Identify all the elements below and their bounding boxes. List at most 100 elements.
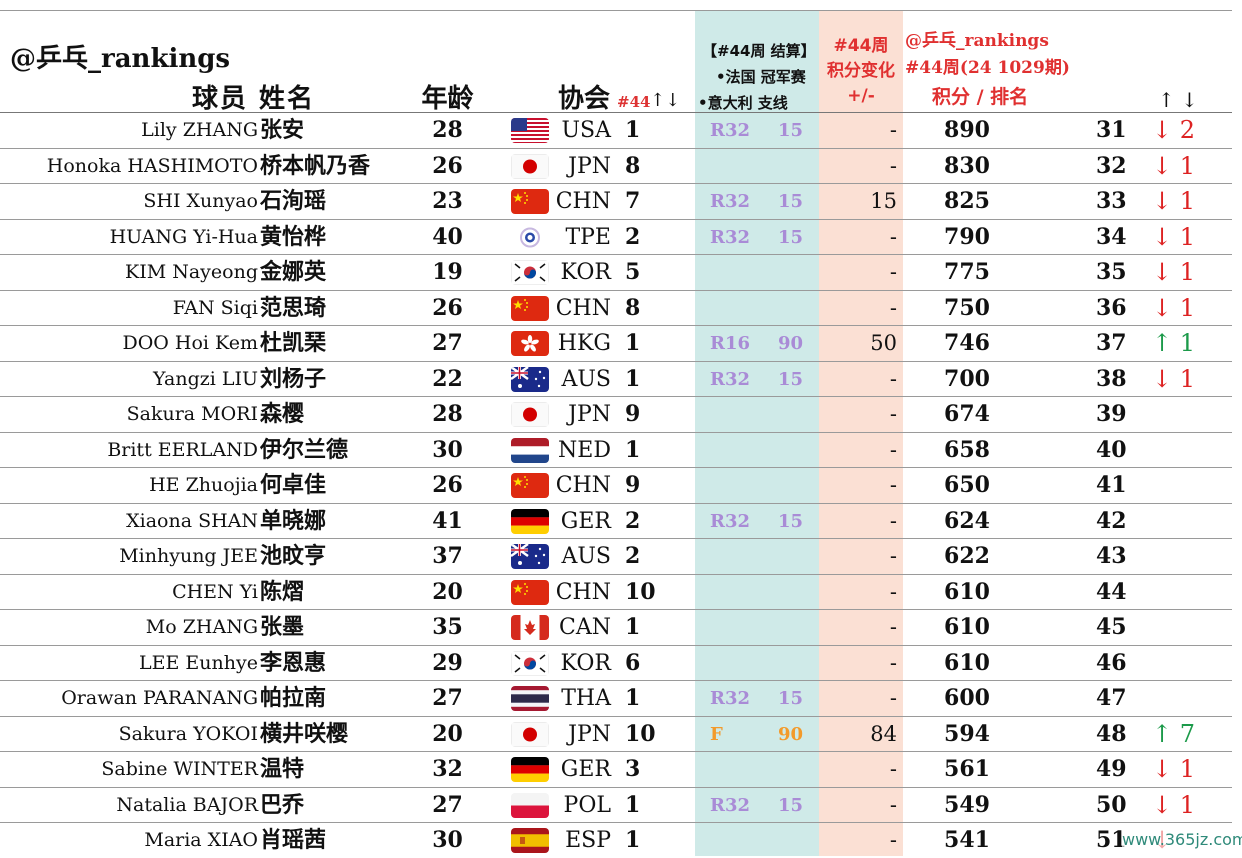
association-code: KOR [560, 650, 611, 676]
rank-movement: ↓ 1 [1152, 151, 1196, 180]
points-change: - [889, 402, 897, 426]
world-rank: 36 [1096, 294, 1127, 321]
points-change: 50 [870, 331, 897, 355]
week-points: 15 [778, 120, 804, 141]
association-rank: 1 [625, 365, 641, 392]
player-age: 35 [432, 614, 463, 640]
player-name-en: KIM Nayeong [125, 261, 258, 283]
week-points: 15 [778, 794, 804, 816]
col-header-rank44: #44 [617, 93, 651, 111]
association-code: AUS [561, 366, 612, 392]
table-row: CHEN Yi 陈熠 20 CHN 10 - 610 44 [0, 573, 1232, 610]
jpn-flag-icon [511, 402, 549, 427]
col-header-ranking: @乒乓_rankings #44周(24 1029期) [905, 28, 1070, 82]
ranking-points: 650 [944, 472, 990, 498]
world-rank: 45 [1096, 614, 1127, 640]
table-row: Orawan PARANANG 帕拉南 27 THA 1 R32 15 - 600 47 [0, 680, 1232, 716]
points-change: - [889, 615, 897, 639]
ger-flag-icon [511, 508, 549, 534]
player-name-en: CHEN Yi [172, 580, 258, 603]
player-age: 37 [432, 543, 463, 569]
player-name-en: HUANG Yi-Hua [109, 225, 258, 248]
association-code: JPN [568, 153, 611, 179]
ranking-points: 549 [944, 791, 990, 818]
world-rank: 42 [1096, 507, 1127, 534]
table-row: DOO Hoi Kem 杜凯琹 27 HKG 1 R16 90 50 746 37 ↑ 1 [0, 325, 1232, 361]
col-header-age: 年龄 [421, 84, 474, 114]
aus-flag-icon [511, 366, 549, 392]
ranking-title-1: @乒乓_rankings [905, 31, 1049, 51]
week-points: 15 [778, 368, 804, 390]
points-change: - [889, 792, 897, 817]
player-age: 19 [432, 259, 463, 285]
player-name-en: DOO Hoi Kem [122, 332, 259, 354]
player-name-cn: 何卓佳 [260, 473, 327, 498]
association-code: THA [561, 686, 611, 711]
hkg-flag-icon [511, 331, 549, 356]
chn-flag-icon [511, 295, 549, 321]
player-name-cn: 陈熠 [260, 579, 305, 605]
table-row: Sakura MORI 森樱 28 JPN 9 - 674 39 [0, 396, 1232, 432]
table-row: FAN Siqi 范思琦 26 CHN 8 - 750 36 ↓ 1 [0, 289, 1232, 326]
association-rank: 2 [625, 543, 641, 569]
table-row: Sakura YOKOI 横井咲樱 20 JPN 10 F 90 84 594 48 ↑ 7 [0, 715, 1232, 752]
points-change: - [889, 118, 897, 142]
player-name-en: LEE Eunhye [139, 651, 258, 674]
ranking-points: 594 [944, 720, 990, 747]
player-name-en: Maria XIAO [144, 829, 258, 851]
association-rank: 10 [625, 720, 656, 747]
rank-movement: ↓ 1 [1152, 790, 1196, 819]
col-header-association: 协会 [558, 84, 611, 114]
player-age: 22 [432, 365, 463, 392]
week-results-column-bg [695, 11, 819, 856]
association-rank: 5 [625, 259, 641, 285]
points-change: - [889, 473, 897, 497]
player-name-en: Sakura YOKOI [118, 722, 258, 745]
rank-movement: ↑ 1 [1152, 329, 1196, 357]
ranking-points: 825 [944, 188, 990, 214]
ranking-points: 830 [944, 152, 990, 179]
col-header-name: 球员 姓名 [192, 84, 316, 114]
world-rank: 43 [1096, 543, 1127, 569]
can-flag-icon [511, 615, 549, 640]
points-change: - [889, 650, 897, 675]
association-code: CAN [559, 615, 611, 640]
ranking-points: 790 [944, 223, 990, 250]
points-change: - [889, 437, 897, 462]
points-change-column-bg [819, 11, 903, 856]
col-header-points-change: #44周 积分变化 +/- [823, 34, 899, 109]
rank-movement: ↓ 1 [1152, 258, 1196, 286]
points-change: - [889, 828, 897, 852]
association-rank: 1 [625, 330, 641, 356]
player-age: 20 [432, 578, 463, 605]
col-header-week-title: 【#44周 结算】 [702, 42, 816, 60]
player-name-en: Minhyung JEE [119, 545, 258, 567]
ranking-table: Lily ZHANG 张安 28 USA 1 R32 15-890 31 ↓ 2 Honoka H… [0, 112, 1232, 858]
top-divider [0, 10, 1232, 11]
ranking-points: 750 [944, 294, 990, 321]
player-name-en: FAN Siqi [172, 296, 258, 319]
rank-movement: ↑ 7 [1152, 719, 1196, 748]
table-row: SHI Xunyao 石洵瑶 23 CHN 7 R32 15 15 825 33 ↓ 1 [0, 183, 1232, 219]
week-result: R16 [710, 333, 751, 354]
world-rank: 40 [1096, 436, 1127, 463]
world-rank: 38 [1096, 365, 1127, 392]
association-rank: 1 [625, 827, 641, 853]
association-rank: 1 [625, 117, 641, 143]
world-rank: 35 [1096, 259, 1127, 285]
player-name-cn: 帕拉南 [260, 686, 327, 711]
player-name-en: Yangzi LIU [152, 367, 258, 390]
association-rank: 2 [625, 223, 641, 250]
player-name-cn: 肖瑶茜 [260, 828, 327, 853]
association-code: HKG [557, 331, 611, 356]
player-name-cn: 池旼亨 [260, 544, 327, 569]
world-rank: 51 [1096, 827, 1127, 853]
week-result: F [710, 723, 723, 745]
table-row: Honoka HASHIMOTO 桥本帆乃香 26 JPN 8 - 830 32 ↓ 1 [0, 147, 1232, 184]
week-result: R32 [710, 226, 751, 248]
tpe-flag-icon [511, 224, 549, 250]
association-code: TPE [565, 224, 611, 250]
table-row: Yangzi LIU 刘杨子 22 AUS 1 R32 15 - 700 38 ↓ 1 [0, 360, 1232, 397]
player-name-en: HE Zhuojia [149, 474, 258, 496]
points-change-title-3: +/- [847, 86, 875, 106]
